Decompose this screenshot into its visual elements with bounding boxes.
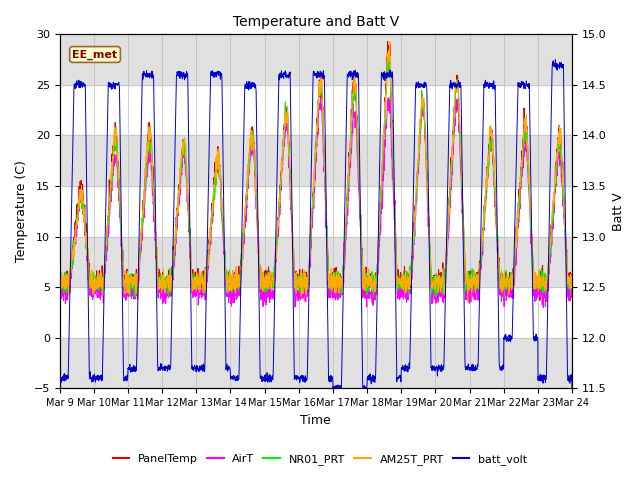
Legend: PanelTemp, AirT, NR01_PRT, AM25T_PRT, batt_volt: PanelTemp, AirT, NR01_PRT, AM25T_PRT, ba… bbox=[108, 450, 532, 469]
X-axis label: Time: Time bbox=[300, 414, 331, 427]
Bar bbox=[60, 135, 572, 186]
Bar bbox=[60, 338, 572, 388]
Y-axis label: Batt V: Batt V bbox=[612, 192, 625, 231]
Title: Temperature and Batt V: Temperature and Batt V bbox=[233, 15, 399, 29]
Bar bbox=[60, 35, 572, 85]
Y-axis label: Temperature (C): Temperature (C) bbox=[15, 160, 28, 262]
Bar bbox=[60, 237, 572, 287]
Text: EE_met: EE_met bbox=[72, 49, 118, 60]
